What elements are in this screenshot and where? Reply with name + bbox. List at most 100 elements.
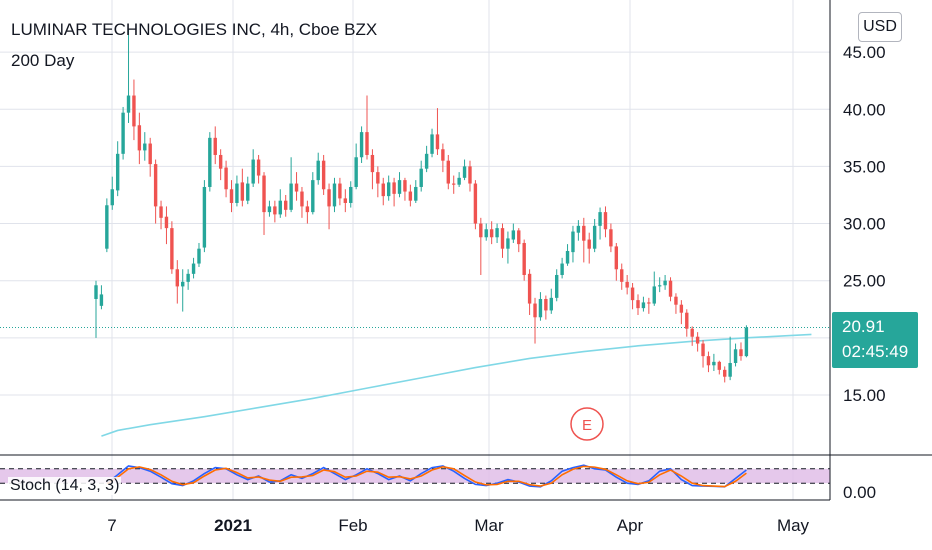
candle-body (506, 238, 510, 249)
candle-body (321, 160, 326, 190)
candle-body (679, 304, 684, 313)
x-tick-label: Mar (474, 516, 504, 535)
candle-body (587, 239, 591, 249)
candle-body (576, 225, 581, 233)
ma-line (101, 333, 812, 437)
candle-body (695, 336, 700, 344)
candle-body (706, 356, 711, 366)
candle-body (153, 164, 158, 207)
candle-body (690, 328, 694, 337)
candle-body (630, 287, 635, 301)
candle-body (148, 143, 152, 165)
candle-body (354, 157, 358, 187)
candle-body (685, 312, 689, 329)
grid (0, 0, 830, 500)
candle-body (452, 183, 456, 185)
candle-body (294, 183, 299, 192)
candle-body (565, 250, 570, 264)
candle-body (441, 149, 445, 161)
candle-body (251, 159, 255, 184)
candle-body (598, 212, 602, 226)
candle-body (533, 303, 537, 318)
stoch-d-line (106, 465, 747, 488)
candle-body (229, 189, 234, 203)
candle-body (701, 343, 705, 357)
candle-body (674, 296, 678, 305)
candle-body (110, 189, 114, 206)
candle-body (392, 182, 396, 194)
candle-body (435, 134, 440, 150)
y-tick-label: 25.00 (843, 272, 886, 291)
y-tick-label: 40.00 (843, 100, 886, 119)
candle-body (641, 302, 646, 309)
candle-body (609, 229, 613, 247)
candle-body (555, 274, 559, 298)
candle-body (527, 273, 532, 304)
y-tick-label: 45.00 (843, 43, 886, 62)
candle-body (500, 228, 505, 249)
candle-body (381, 183, 385, 197)
candle-body (549, 297, 553, 311)
candle-body (522, 242, 526, 275)
candle-body (181, 281, 185, 287)
candle-body (332, 183, 337, 207)
candle-body (620, 269, 624, 282)
candle-body (94, 285, 98, 299)
stoch-panel (0, 464, 830, 488)
candle-body (424, 153, 429, 169)
y-tick-label: 15.00 (843, 386, 886, 405)
earnings-circle[interactable] (570, 407, 604, 441)
candle-body (359, 132, 364, 158)
candle-body (338, 183, 342, 199)
candle-body (625, 281, 629, 288)
last-price-tag: 20.91 02:45:49 (832, 312, 918, 368)
candle-body (560, 263, 564, 275)
candle-body (262, 175, 266, 213)
candle-body (191, 263, 196, 274)
candle-body (218, 154, 223, 169)
candle-body (213, 137, 217, 155)
candle-body (159, 206, 163, 218)
candle-body (592, 225, 597, 249)
candle-body (517, 230, 521, 245)
candle-body (663, 280, 667, 286)
candle-body (446, 160, 450, 184)
candle-body (105, 205, 109, 249)
indicator-legend[interactable]: 200 Day (11, 51, 75, 70)
candle-body (289, 183, 293, 210)
candle-body (121, 112, 125, 154)
candle-body (132, 95, 136, 127)
earnings-marker[interactable]: E (570, 407, 604, 441)
last-price-value: 20.91 (842, 317, 885, 336)
candle-body (544, 298, 548, 311)
candle-body (386, 182, 391, 197)
candle-body (462, 166, 467, 178)
candle-body (126, 95, 131, 113)
candle-body (349, 186, 353, 203)
candle-body (143, 143, 147, 151)
candle-body (652, 286, 656, 304)
candle-body (376, 172, 380, 184)
candle-body (240, 182, 245, 201)
candle-body (408, 191, 413, 201)
x-tick-label: May (777, 516, 810, 535)
candle-body (636, 300, 640, 309)
currency-button[interactable]: USD (858, 12, 902, 42)
y-tick-label: 30.00 (843, 215, 886, 234)
candle-body (235, 183, 239, 203)
candle-body (468, 166, 472, 184)
candle-body (744, 327, 749, 357)
y-tick-label: 35.00 (843, 157, 886, 176)
axes: 15.0020.0025.0030.0035.0040.0045.0072021… (0, 0, 932, 535)
candle-body (278, 200, 282, 215)
chart-title: LUMINAR TECHNOLOGIES INC, 4h, Cboe BZX (11, 20, 378, 39)
candle-body (668, 280, 673, 297)
candle-body (717, 361, 721, 370)
stoch-legend[interactable]: Stoch (14, 3, 3) (8, 477, 122, 495)
candles (94, 29, 749, 383)
candle-body (647, 302, 651, 304)
candle-body (99, 294, 104, 306)
stoch-axis-label: 0.00 (843, 483, 876, 502)
